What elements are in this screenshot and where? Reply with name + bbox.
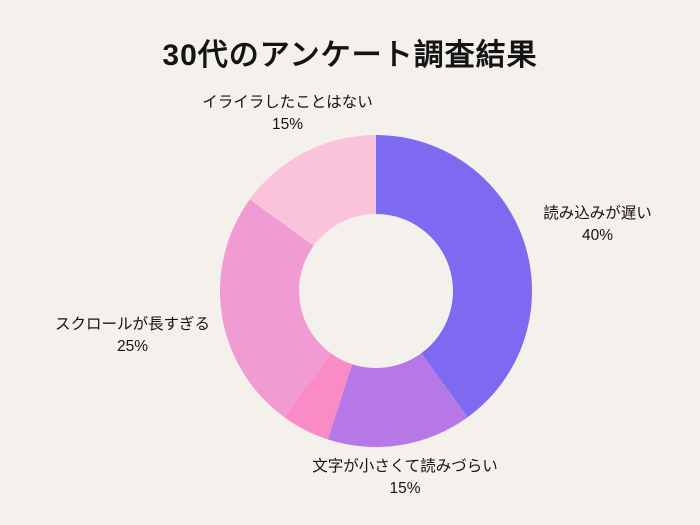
segment-label-text: イライラしたことはない: [202, 94, 373, 111]
donut-chart: [216, 131, 536, 451]
donut-segment-3: [220, 199, 331, 418]
donut-segment-1: [327, 353, 468, 447]
segment-label-text: 読み込みが遅い: [543, 205, 652, 222]
donut-segment-0: [376, 135, 532, 418]
segment-label-yomikomi: 読み込みが遅い 40%: [515, 203, 680, 248]
segment-label-text: 文字が小さくて読みづらい: [312, 458, 498, 475]
segment-label-text: スクロールが長すぎる: [54, 316, 210, 333]
page-title: 30代のアンケート調査結果: [162, 39, 538, 72]
segment-label-moji: 文字が小さくて読みづらい 15%: [285, 456, 525, 501]
segment-percent-text: 25%: [116, 338, 149, 356]
donut-chart-svg: [220, 135, 532, 447]
segment-label-scroll: スクロールが長すぎる 25%: [25, 314, 240, 359]
segment-percent-text: 40%: [581, 227, 614, 245]
donut-segment-4: [249, 135, 376, 246]
segment-percent-text: 15%: [389, 480, 421, 498]
donut-segment-2: [284, 353, 353, 440]
